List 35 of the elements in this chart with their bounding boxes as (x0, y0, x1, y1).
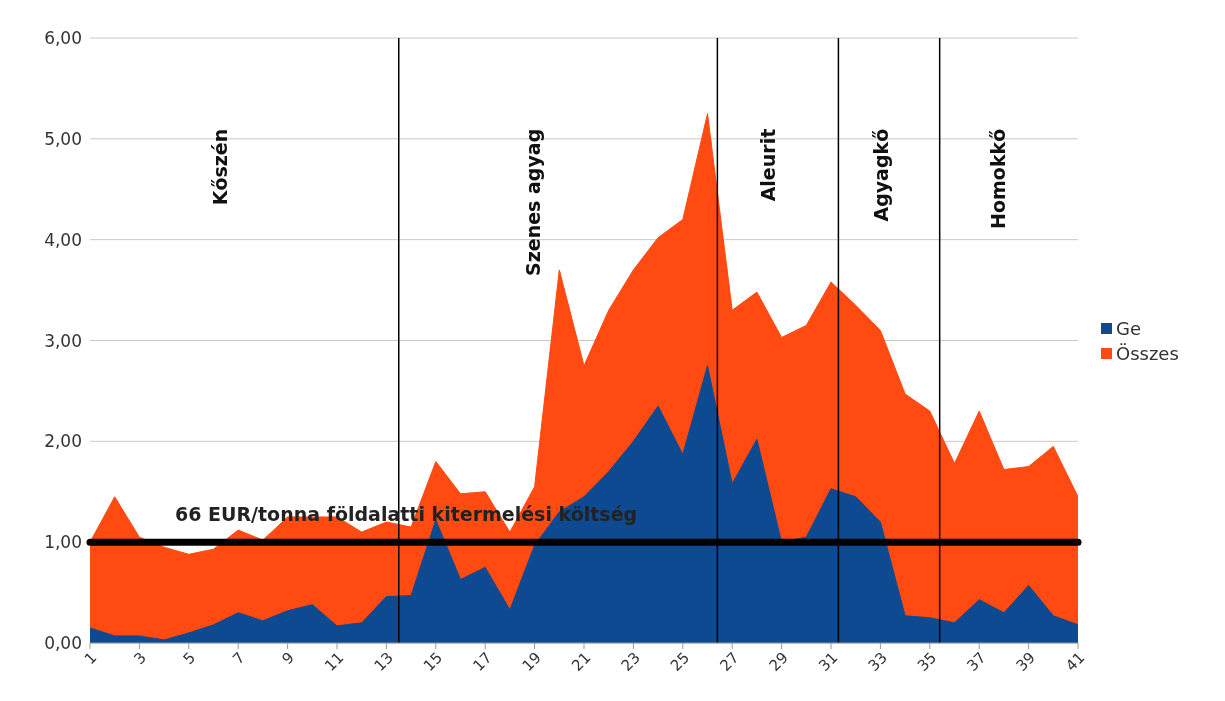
x-tick-label: 11 (321, 648, 348, 675)
x-tick-label: 25 (666, 648, 694, 675)
y-tick-label: 3,00 (44, 330, 82, 351)
x-tick-label: 13 (370, 648, 397, 675)
x-tick-label: 33 (864, 648, 891, 675)
y-tick-label: 6,00 (44, 28, 82, 49)
x-tick-label: 17 (469, 648, 496, 675)
annotation: Aleurit (757, 128, 780, 202)
annotation: Agyagkő (869, 128, 892, 222)
x-tick-label: 15 (419, 648, 447, 675)
x-tick-label: 29 (765, 648, 792, 675)
y-tick-label: 1,00 (44, 532, 82, 553)
x-tick-label: 35 (913, 648, 941, 675)
legend-label: Összes (1116, 343, 1179, 364)
y-tick-label: 4,00 (44, 229, 82, 250)
x-tick-label: 1 (80, 648, 101, 669)
x-tick-label: 41 (1062, 648, 1089, 675)
legend-label: Ge (1116, 318, 1142, 339)
x-tick-label: 39 (1012, 648, 1039, 675)
x-tick-label: 3 (130, 648, 150, 669)
x-tick-label: 27 (716, 648, 743, 675)
y-tick-label: 5,00 (44, 128, 82, 149)
x-tick-label: 5 (179, 648, 200, 669)
x-tick-label: 9 (278, 648, 298, 669)
x-tick-label: 37 (963, 648, 990, 675)
annotation: Homokkő (986, 128, 1009, 229)
y-tick-label: 2,00 (44, 431, 82, 452)
x-tick-label: 23 (617, 648, 644, 675)
x-tick-label: 21 (568, 648, 595, 675)
x-tick-label: 7 (229, 648, 249, 669)
y-tick-label: 0,00 (44, 633, 82, 654)
x-tick-label: 31 (815, 648, 842, 675)
annotation: Szenes agyag (521, 128, 544, 276)
annotation: Kőszén (208, 128, 231, 206)
x-tick-label: 19 (518, 648, 545, 675)
